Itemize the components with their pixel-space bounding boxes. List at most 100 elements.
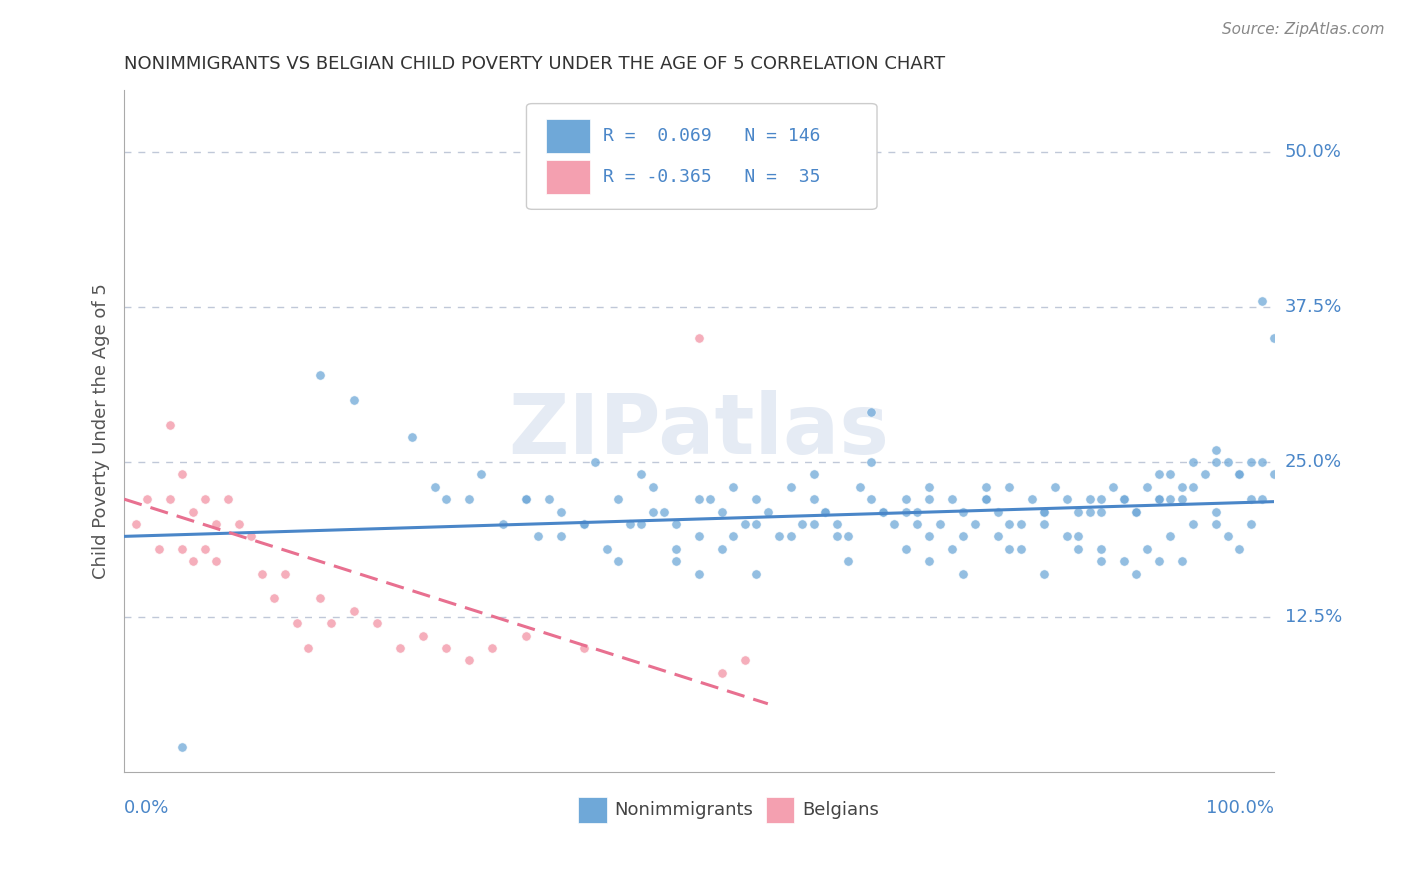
- Point: [1182, 455, 1205, 469]
- Point: [756, 505, 779, 519]
- Point: [905, 516, 928, 531]
- Point: [1090, 505, 1112, 519]
- Point: [170, 467, 193, 482]
- Point: [665, 516, 688, 531]
- Point: [181, 505, 204, 519]
- Point: [1056, 492, 1078, 507]
- Point: [1114, 492, 1136, 507]
- Y-axis label: Child Poverty Under the Age of 5: Child Poverty Under the Age of 5: [93, 283, 110, 579]
- Point: [1239, 492, 1261, 507]
- Point: [987, 505, 1010, 519]
- Point: [619, 516, 641, 531]
- Point: [894, 541, 917, 556]
- Point: [1147, 467, 1170, 482]
- Point: [941, 541, 963, 556]
- Point: [952, 566, 974, 581]
- Point: [745, 492, 768, 507]
- Point: [607, 492, 630, 507]
- Point: [883, 516, 905, 531]
- Point: [872, 505, 894, 519]
- Point: [734, 653, 756, 667]
- Point: [998, 541, 1021, 556]
- Point: [894, 505, 917, 519]
- Point: [596, 541, 619, 556]
- Point: [837, 529, 859, 543]
- Text: Nonimmigrants: Nonimmigrants: [614, 801, 752, 819]
- Point: [710, 505, 733, 519]
- Point: [1147, 554, 1170, 568]
- Point: [159, 417, 181, 432]
- Point: [1078, 492, 1101, 507]
- Point: [217, 492, 239, 507]
- Point: [837, 554, 859, 568]
- Point: [825, 516, 848, 531]
- Point: [1147, 492, 1170, 507]
- Point: [1101, 480, 1123, 494]
- Point: [987, 529, 1010, 543]
- Point: [1010, 516, 1032, 531]
- Point: [1205, 442, 1227, 457]
- Point: [148, 541, 170, 556]
- Point: [1032, 505, 1054, 519]
- Point: [492, 516, 515, 531]
- Point: [941, 492, 963, 507]
- Point: [194, 541, 217, 556]
- Point: [814, 505, 837, 519]
- Point: [1251, 293, 1274, 308]
- Text: 0.0%: 0.0%: [124, 799, 170, 817]
- Point: [527, 529, 550, 543]
- Point: [860, 455, 883, 469]
- Point: [723, 529, 745, 543]
- Point: [1263, 467, 1285, 482]
- Bar: [546, 161, 589, 194]
- Point: [779, 529, 801, 543]
- Point: [1010, 541, 1032, 556]
- Point: [918, 492, 941, 507]
- Point: [1032, 505, 1054, 519]
- Point: [607, 554, 630, 568]
- Point: [239, 529, 262, 543]
- Bar: [765, 797, 794, 823]
- Point: [297, 640, 319, 655]
- Point: [849, 480, 872, 494]
- Point: [170, 541, 193, 556]
- Point: [1194, 467, 1216, 482]
- Point: [688, 529, 710, 543]
- Bar: [578, 797, 607, 823]
- Point: [412, 629, 434, 643]
- Point: [1090, 492, 1112, 507]
- Point: [470, 467, 492, 482]
- Point: [1021, 492, 1043, 507]
- Point: [181, 554, 204, 568]
- Point: [952, 505, 974, 519]
- Text: 37.5%: 37.5%: [1285, 298, 1343, 316]
- Text: Source: ZipAtlas.com: Source: ZipAtlas.com: [1222, 22, 1385, 37]
- Point: [894, 492, 917, 507]
- Point: [308, 591, 330, 606]
- Point: [974, 480, 997, 494]
- Point: [319, 616, 342, 631]
- Point: [905, 505, 928, 519]
- Point: [710, 665, 733, 680]
- Point: [918, 480, 941, 494]
- Point: [998, 480, 1021, 494]
- Point: [688, 492, 710, 507]
- Point: [125, 516, 148, 531]
- Point: [159, 492, 181, 507]
- Point: [918, 554, 941, 568]
- Point: [974, 492, 997, 507]
- Point: [1251, 492, 1274, 507]
- Point: [401, 430, 423, 444]
- Point: [1136, 541, 1159, 556]
- Point: [929, 516, 952, 531]
- Point: [1056, 529, 1078, 543]
- Point: [1170, 492, 1192, 507]
- Point: [665, 554, 688, 568]
- Point: [779, 480, 801, 494]
- Point: [974, 492, 997, 507]
- Point: [1159, 467, 1181, 482]
- Text: 12.5%: 12.5%: [1285, 608, 1343, 626]
- Point: [803, 467, 825, 482]
- Text: NONIMMIGRANTS VS BELGIAN CHILD POVERTY UNDER THE AGE OF 5 CORRELATION CHART: NONIMMIGRANTS VS BELGIAN CHILD POVERTY U…: [124, 55, 945, 73]
- Text: ZIPatlas: ZIPatlas: [509, 391, 890, 472]
